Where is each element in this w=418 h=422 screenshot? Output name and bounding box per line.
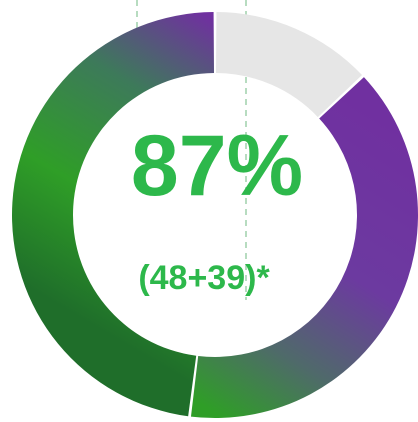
donut-slice-48 [11,12,215,417]
center-sub-label: (48+39)* [138,259,270,297]
donut-slice-39 [190,77,418,418]
donut-slices [11,12,418,418]
center-percent-label: 87% [131,118,303,214]
donut-slice-remainder [215,12,363,118]
